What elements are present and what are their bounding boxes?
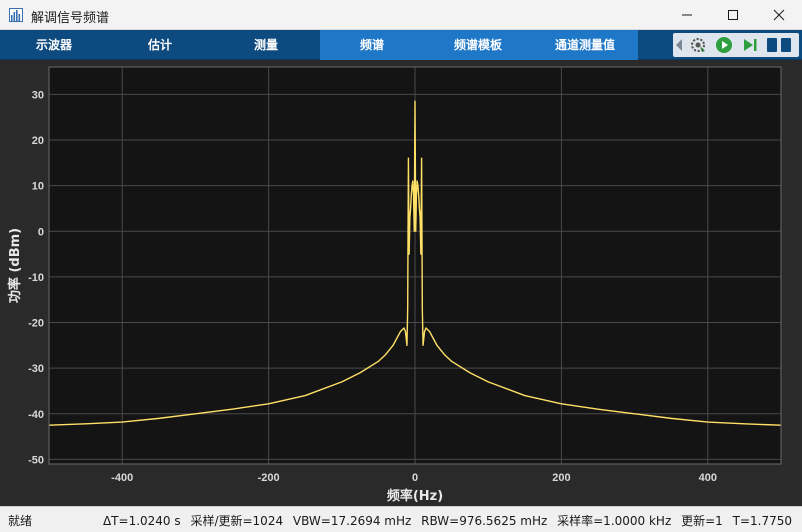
status-update-count: 更新=1	[681, 514, 723, 528]
status-time: T=1.7750	[732, 514, 792, 528]
y-axis-label: 功率 (dBm)	[7, 228, 23, 303]
more-tools-icon[interactable]	[765, 35, 795, 55]
close-icon	[773, 9, 785, 21]
status-rbw: RBW=976.5625 mHz	[421, 514, 548, 528]
tab-estimate[interactable]: 估计	[147, 38, 172, 52]
maximize-icon	[728, 10, 738, 20]
status-vbw: VBW=17.2694 mHz	[292, 514, 412, 528]
status-samples-per-update: 采样/更新=1024	[190, 514, 284, 528]
x-tick-label: -400	[111, 472, 133, 484]
minimize-button[interactable]	[664, 0, 710, 30]
y-tick-label: -30	[28, 363, 44, 375]
step-forward-icon[interactable]	[741, 36, 759, 54]
tab-spectrum[interactable]: 频谱	[320, 30, 424, 60]
y-tick-label: 20	[32, 135, 44, 147]
tab-spectral-mask[interactable]: 频谱模板	[424, 30, 532, 60]
status-sample-rate: 采样率=1.0000 kHz	[557, 514, 672, 528]
x-tick-label: 400	[699, 472, 717, 484]
y-tick-label: 10	[32, 181, 44, 193]
close-button[interactable]	[756, 0, 802, 30]
y-tick-label: -10	[28, 272, 44, 284]
spectrum-plot[interactable]: -400 -200 0 200 400 30 20 10 0 -10 -20 -30 -40 -50 频率(…	[0, 60, 802, 506]
x-tick-label: 0	[412, 472, 418, 484]
title-bar: 解调信号频谱	[0, 0, 802, 30]
y-tick-label: 0	[38, 226, 44, 238]
y-tick-label: 30	[32, 89, 44, 101]
toolstrip: 示波器 估计 测量 频谱 频谱模板 通道测量值	[0, 30, 802, 60]
x-tick-label: -200	[258, 472, 280, 484]
axes-border	[48, 66, 782, 465]
x-tick-label: 200	[552, 472, 570, 484]
status-ready: 就绪	[8, 514, 33, 528]
tab-measure[interactable]: 测量	[253, 38, 278, 52]
window-title: 解调信号频谱	[31, 11, 110, 26]
y-tick-label: -40	[28, 409, 44, 421]
tool-group	[673, 33, 799, 57]
run-icon[interactable]	[715, 36, 733, 54]
x-axis-label: 频率(Hz)	[387, 488, 443, 504]
spectrum-trace	[48, 100, 782, 426]
tab-channel-measure[interactable]: 通道测量值	[532, 30, 638, 60]
status-delta-t: ΔT=1.0240 s	[102, 514, 181, 528]
collapse-arrow-icon[interactable]	[675, 37, 683, 53]
status-bar: 就绪 ΔT=1.0240 s 采样/更新=1024 VBW=17.2694 mH…	[0, 506, 802, 532]
spectrum-app-icon	[9, 8, 23, 22]
settings-icon[interactable]	[689, 36, 707, 54]
y-tick-label: -20	[28, 318, 44, 330]
status-readouts: ΔT=1.0240 s 采样/更新=1024 VBW=17.2694 mHz R…	[97, 512, 792, 529]
minimize-icon	[682, 14, 692, 16]
y-tick-label: -50	[28, 454, 44, 466]
tab-oscilloscope[interactable]: 示波器	[35, 38, 72, 52]
maximize-button[interactable]	[710, 0, 756, 30]
